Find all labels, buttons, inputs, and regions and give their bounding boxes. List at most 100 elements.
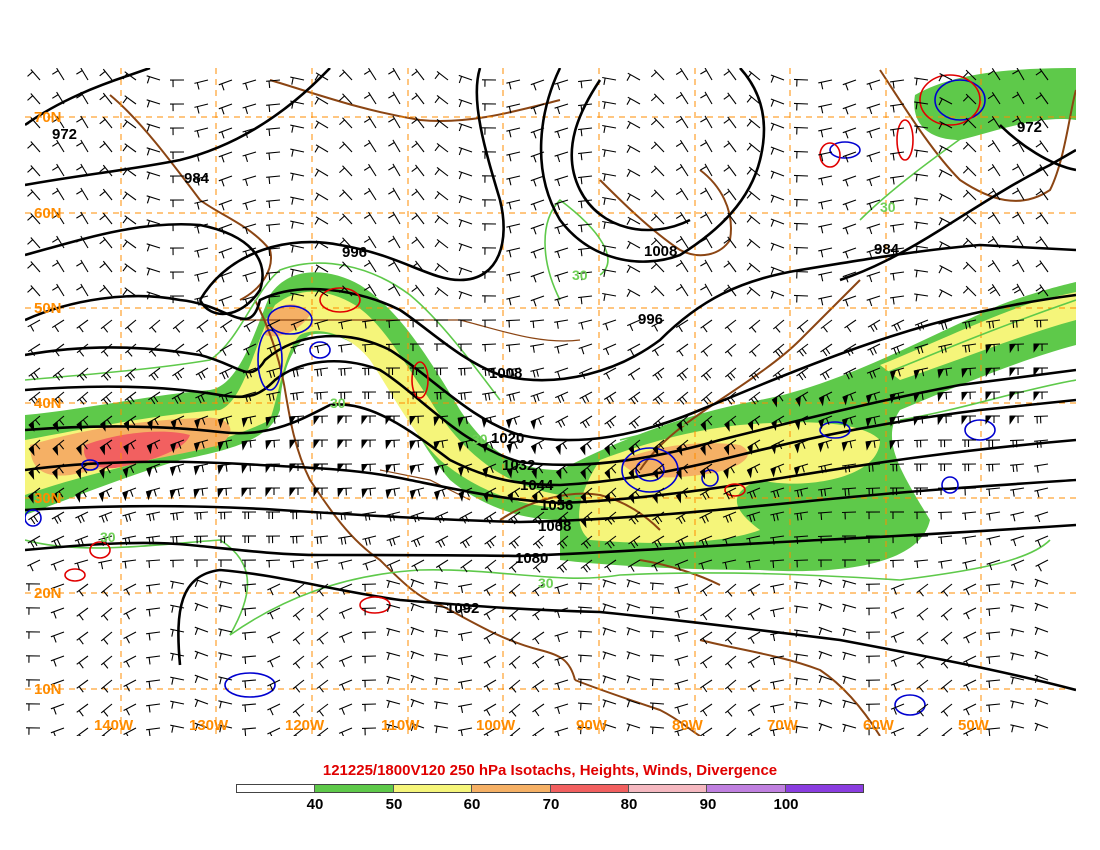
wind-barb-feather bbox=[626, 146, 631, 153]
wind-barb-feather bbox=[339, 167, 345, 174]
wind-barb-staff bbox=[700, 607, 713, 617]
wind-barb-staff bbox=[1039, 236, 1049, 249]
wind-barb-staff bbox=[266, 175, 281, 178]
wind-barb-staff bbox=[674, 655, 689, 661]
wind-barb-staff bbox=[392, 68, 401, 81]
wind-barb-feather bbox=[802, 418, 807, 426]
wind-barb-feather bbox=[700, 118, 707, 123]
wind-barb-staff bbox=[242, 103, 257, 109]
wind-barb-feather bbox=[844, 465, 847, 473]
wind-barb-feather bbox=[606, 422, 612, 429]
wind-barb-staff bbox=[627, 288, 641, 297]
wind-barb-feather bbox=[386, 652, 390, 660]
wind-barb-staff bbox=[368, 68, 377, 81]
latitude-label: 10N bbox=[34, 681, 62, 698]
wind-barb-staff bbox=[727, 188, 737, 201]
wind-barb-feather bbox=[221, 179, 225, 187]
wind-barb-feather bbox=[318, 686, 324, 693]
wind-barb-staff bbox=[242, 391, 257, 397]
wind-barb-staff bbox=[724, 655, 737, 666]
wind-barb-staff bbox=[265, 559, 281, 562]
wind-barb-pennant bbox=[482, 491, 489, 503]
wind-barb-feather bbox=[126, 398, 132, 405]
wind-barb-feather bbox=[99, 94, 106, 101]
wind-barb-staff bbox=[793, 150, 809, 153]
wind-barb-feather bbox=[393, 488, 396, 496]
wind-barb-staff bbox=[50, 703, 65, 710]
wind-barb-staff bbox=[748, 118, 761, 129]
wind-barb-feather bbox=[441, 416, 444, 424]
wind-barb-feather bbox=[410, 652, 415, 660]
wind-barb-feather bbox=[458, 196, 463, 204]
wind-barb-feather bbox=[915, 270, 918, 278]
wind-barb-staff bbox=[991, 91, 1001, 105]
wind-barb-staff bbox=[704, 91, 713, 105]
wind-barb-feather bbox=[603, 197, 606, 206]
wind-barb-staff bbox=[80, 187, 89, 201]
wind-barb-feather bbox=[81, 396, 88, 403]
wind-barb-feather bbox=[34, 467, 41, 474]
wind-barb-staff bbox=[820, 319, 833, 329]
wind-barb-pennant bbox=[555, 468, 562, 480]
wind-barb-feather bbox=[99, 166, 106, 173]
wind-barb-pennant bbox=[409, 464, 417, 475]
wind-barb-feather bbox=[701, 516, 706, 524]
wind-barb-feather bbox=[846, 325, 852, 333]
wind-barb-staff bbox=[794, 677, 809, 681]
wind-barb-feather bbox=[82, 419, 89, 426]
wind-barb-feather bbox=[388, 262, 395, 267]
wind-barb-feather bbox=[30, 374, 36, 381]
wind-barb-feather bbox=[54, 325, 60, 333]
wind-barb-staff bbox=[1039, 164, 1049, 177]
wind-barb-staff bbox=[146, 99, 161, 105]
wind-barb-feather bbox=[122, 193, 128, 200]
wind-barb-feather bbox=[511, 662, 517, 669]
wind-barb-staff bbox=[649, 654, 665, 657]
wind-barb-staff bbox=[679, 91, 689, 105]
wind-barb-feather bbox=[626, 652, 631, 660]
wind-barb-staff bbox=[770, 146, 785, 153]
us-canada-border bbox=[240, 319, 581, 342]
wind-barb-staff bbox=[30, 165, 41, 177]
wind-barb-feather bbox=[146, 124, 151, 132]
wind-barb-feather bbox=[33, 372, 39, 379]
wind-barb-staff bbox=[122, 535, 137, 540]
wind-barb-staff bbox=[266, 391, 281, 396]
wind-barb-pennant bbox=[580, 516, 587, 529]
wind-barb-feather bbox=[677, 563, 681, 571]
wind-barb-feather bbox=[53, 731, 56, 736]
wind-barb-feather bbox=[435, 654, 438, 662]
wind-barb-feather bbox=[918, 638, 924, 645]
wind-barb-staff bbox=[842, 199, 857, 206]
wind-barb-staff bbox=[986, 583, 1001, 586]
wind-barb-staff bbox=[700, 319, 713, 329]
wind-barb-feather bbox=[174, 350, 180, 357]
wind-barb-feather bbox=[435, 606, 438, 614]
wind-barb-staff bbox=[80, 115, 89, 129]
wind-barb-feather bbox=[556, 203, 561, 211]
wind-barb-feather bbox=[988, 321, 991, 329]
wind-barb-staff bbox=[458, 703, 473, 708]
wind-barb-pennant bbox=[724, 420, 730, 432]
wind-barb-feather bbox=[915, 102, 918, 110]
wind-barb-feather bbox=[603, 269, 606, 278]
wind-barb-staff bbox=[50, 679, 65, 686]
wind-barb-staff bbox=[123, 727, 137, 735]
wind-barb-staff bbox=[1010, 700, 1025, 705]
wind-barb-staff bbox=[267, 727, 281, 735]
wind-barb-feather bbox=[27, 167, 34, 173]
wind-barb-feather bbox=[824, 489, 827, 497]
wind-barb-feather bbox=[27, 119, 34, 125]
latitude-label: 70N bbox=[34, 109, 62, 126]
wind-barb-feather bbox=[753, 396, 759, 403]
wind-barb-feather bbox=[580, 249, 583, 257]
wind-barb-feather bbox=[269, 708, 274, 716]
wind-barb-staff bbox=[242, 247, 257, 253]
wind-barb-feather bbox=[772, 729, 775, 736]
wind-barb-staff bbox=[842, 175, 857, 182]
wind-barb-staff bbox=[338, 607, 353, 614]
wind-barb-staff bbox=[267, 655, 281, 663]
wind-barb-pennant bbox=[265, 487, 273, 497]
wind-barb-staff bbox=[30, 237, 41, 249]
wind-barb-feather bbox=[651, 703, 654, 711]
